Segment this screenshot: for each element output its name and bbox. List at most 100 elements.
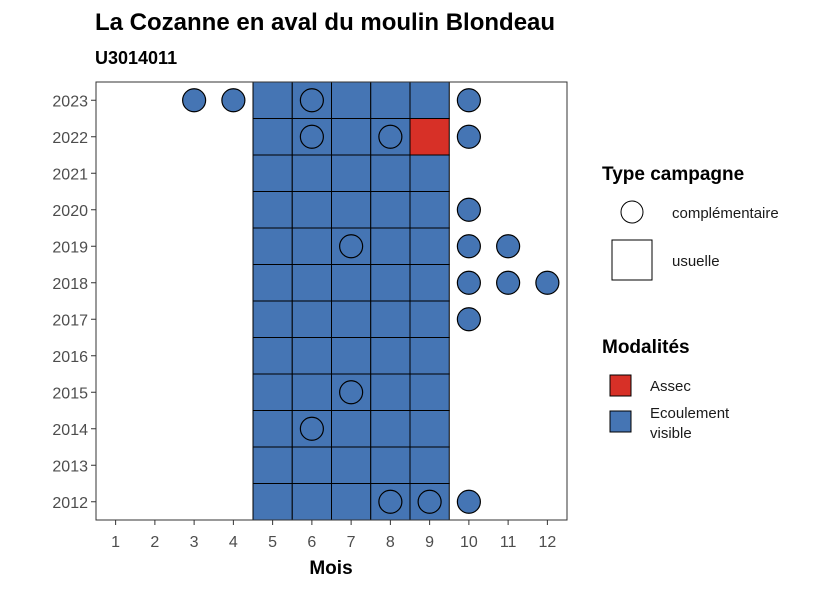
y-tick-label: 2012 bbox=[52, 495, 88, 512]
point-2022-10 bbox=[456, 124, 481, 149]
tile-2015-6 bbox=[291, 373, 332, 411]
point-2022-8 bbox=[378, 124, 403, 149]
tile-2015-5 bbox=[252, 373, 293, 411]
legend: Type campagne complémentaire usuelle Mod… bbox=[602, 164, 779, 442]
tile-2015-8 bbox=[370, 373, 411, 411]
plot-border bbox=[95, 81, 568, 521]
x-tick-label: 9 bbox=[425, 534, 434, 551]
tile-2020-9 bbox=[409, 191, 450, 229]
chart-title: La Cozanne en aval du moulin Blondeau bbox=[95, 9, 555, 36]
tile-2014-7 bbox=[331, 410, 372, 448]
tile-2023-8 bbox=[370, 81, 411, 119]
tile-2019-9 bbox=[409, 227, 450, 265]
tile-2012-7 bbox=[331, 483, 372, 521]
chart-subtitle: U3014011 bbox=[95, 48, 177, 68]
point-2018-12 bbox=[535, 270, 560, 295]
x-tick-label: 10 bbox=[460, 534, 478, 551]
legend-color-title: Modalités bbox=[602, 337, 690, 358]
tile-2017-6 bbox=[291, 300, 332, 338]
tile-2016-7 bbox=[331, 337, 372, 375]
point-2020-10 bbox=[456, 197, 481, 222]
x-tick-label: 12 bbox=[538, 534, 556, 551]
point-2018-10 bbox=[456, 270, 481, 295]
point-2019-10 bbox=[456, 234, 481, 259]
point-layer bbox=[182, 88, 560, 514]
y-tick-label: 2019 bbox=[52, 239, 88, 256]
legend-label-usuelle: usuelle bbox=[672, 253, 720, 270]
tile-2022-7 bbox=[331, 118, 372, 156]
x-axis: 1 2 3 4 5 6 7 8 9 10 11 12 bbox=[111, 520, 556, 551]
x-tick-label: 6 bbox=[307, 534, 316, 551]
tile-2023-9 bbox=[409, 81, 450, 119]
point-2023-3 bbox=[182, 88, 207, 113]
tile-2022-5 bbox=[252, 118, 293, 156]
point-2012-8 bbox=[378, 489, 403, 514]
y-tick-label: 2016 bbox=[52, 349, 88, 366]
tile-2014-9 bbox=[409, 410, 450, 448]
tile-2020-6 bbox=[291, 191, 332, 229]
x-tick-label: 4 bbox=[229, 534, 238, 551]
tile-2013-5 bbox=[252, 446, 293, 484]
y-tick-label: 2014 bbox=[52, 422, 88, 439]
tile-2020-7 bbox=[331, 191, 372, 229]
y-tick-label: 2022 bbox=[52, 130, 88, 147]
y-tick-label: 2015 bbox=[52, 385, 88, 402]
x-axis-title: Mois bbox=[309, 558, 352, 579]
point-2023-10 bbox=[456, 88, 481, 113]
tile-2023-5 bbox=[252, 81, 293, 119]
x-tick-label: 3 bbox=[190, 534, 199, 551]
y-tick-label: 2021 bbox=[52, 166, 88, 183]
tile-2014-5 bbox=[252, 410, 293, 448]
x-tick-label: 5 bbox=[268, 534, 277, 551]
legend-label-ecoulement-line2: visible bbox=[650, 425, 692, 442]
tile-2016-8 bbox=[370, 337, 411, 375]
tile-2012-6 bbox=[291, 483, 332, 521]
tile-2017-7 bbox=[331, 300, 372, 338]
point-2018-11 bbox=[496, 270, 521, 295]
x-tick-label: 2 bbox=[150, 534, 159, 551]
tile-2021-5 bbox=[252, 154, 293, 192]
tile-2021-9 bbox=[409, 154, 450, 192]
point-2014-6 bbox=[299, 416, 324, 441]
point-2022-6 bbox=[299, 124, 324, 149]
tile-2015-9 bbox=[409, 373, 450, 411]
tile-2013-6 bbox=[291, 446, 332, 484]
legend-label-assec: Assec bbox=[650, 378, 691, 395]
point-2023-4 bbox=[221, 88, 246, 113]
x-tick-label: 1 bbox=[111, 534, 120, 551]
tile-2017-8 bbox=[370, 300, 411, 338]
point-2012-10 bbox=[456, 489, 481, 514]
tile-2016-6 bbox=[291, 337, 332, 375]
tile-2019-5 bbox=[252, 227, 293, 265]
tile-2020-5 bbox=[252, 191, 293, 229]
point-2015-7 bbox=[339, 380, 364, 405]
tile-2018-9 bbox=[409, 264, 450, 302]
tile-2012-5 bbox=[252, 483, 293, 521]
point-2023-6 bbox=[299, 88, 324, 113]
legend-label-ecoulement-line1: Ecoulement bbox=[650, 405, 730, 422]
tile-2019-8 bbox=[370, 227, 411, 265]
point-2012-9 bbox=[417, 489, 442, 514]
y-axis: 2012 2013 2014 2015 2016 2017 2018 2019 2020 2021… bbox=[52, 93, 96, 512]
tile-2021-7 bbox=[331, 154, 372, 192]
tile-2014-8 bbox=[370, 410, 411, 448]
tile-2013-8 bbox=[370, 446, 411, 484]
legend-shape-title: Type campagne bbox=[602, 164, 744, 185]
y-tick-label: 2017 bbox=[52, 312, 88, 329]
x-tick-label: 11 bbox=[500, 534, 517, 551]
tile-2021-6 bbox=[291, 154, 332, 192]
y-tick-label: 2013 bbox=[52, 458, 88, 475]
legend-swatch-assec bbox=[609, 374, 632, 397]
legend-square-key bbox=[611, 239, 653, 281]
x-tick-label: 7 bbox=[347, 534, 356, 551]
tile-layer bbox=[252, 81, 450, 521]
tile-2018-6 bbox=[291, 264, 332, 302]
point-2019-7 bbox=[339, 234, 364, 259]
tile-2021-8 bbox=[370, 154, 411, 192]
tile-2013-7 bbox=[331, 446, 372, 484]
legend-circle-key bbox=[620, 200, 644, 224]
y-tick-label: 2023 bbox=[52, 93, 88, 110]
tile-2017-9 bbox=[409, 300, 450, 338]
tile-2018-8 bbox=[370, 264, 411, 302]
